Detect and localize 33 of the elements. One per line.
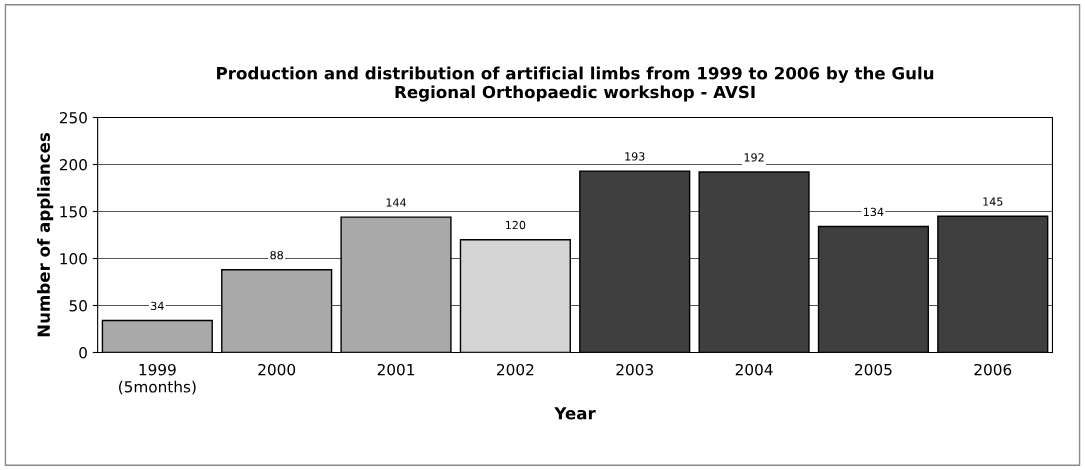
data-label: 144 xyxy=(386,198,407,207)
bar xyxy=(817,225,930,353)
bar xyxy=(101,319,213,353)
y-tick-label: 150 xyxy=(60,205,87,218)
bar xyxy=(221,269,333,353)
x-tick-label: 2005 xyxy=(855,363,892,376)
data-label: 120 xyxy=(505,220,526,230)
y-tick-label: 100 xyxy=(60,252,87,265)
data-label: 145 xyxy=(983,197,1003,206)
y-tick-label: 0 xyxy=(79,346,87,359)
x-tick-label: 2003 xyxy=(616,363,653,376)
x-tick-label: 1999 (5months) xyxy=(119,363,196,395)
x-tick-label: 2006 xyxy=(974,363,1012,376)
bar xyxy=(459,239,571,353)
x-tick-label: 2002 xyxy=(497,363,534,376)
x-tick-label: 2001 xyxy=(377,363,415,376)
data-label: 88 xyxy=(270,250,283,260)
x-tick-label: 2000 xyxy=(258,363,296,376)
chart-title: Production and distribution of artificial limbs from 1999 to 2006 by the Gulu Regional Orthopaedic workshop - AVSI xyxy=(217,66,934,102)
data-label: 34 xyxy=(151,301,164,311)
x-axis-title: Year xyxy=(554,407,596,420)
data-label: 134 xyxy=(864,207,884,217)
bar xyxy=(579,170,691,353)
bar xyxy=(698,171,810,353)
y-tick-label: 200 xyxy=(59,158,87,171)
x-tick-label: 2004 xyxy=(735,363,773,376)
y-axis-title: Number of appliances xyxy=(37,132,54,337)
y-tick-label: 50 xyxy=(69,299,87,312)
y-tick-label: 250 xyxy=(59,111,87,124)
bar xyxy=(340,216,452,353)
data-label: 192 xyxy=(744,153,764,162)
bar xyxy=(937,215,1049,353)
data-label: 193 xyxy=(625,152,645,161)
